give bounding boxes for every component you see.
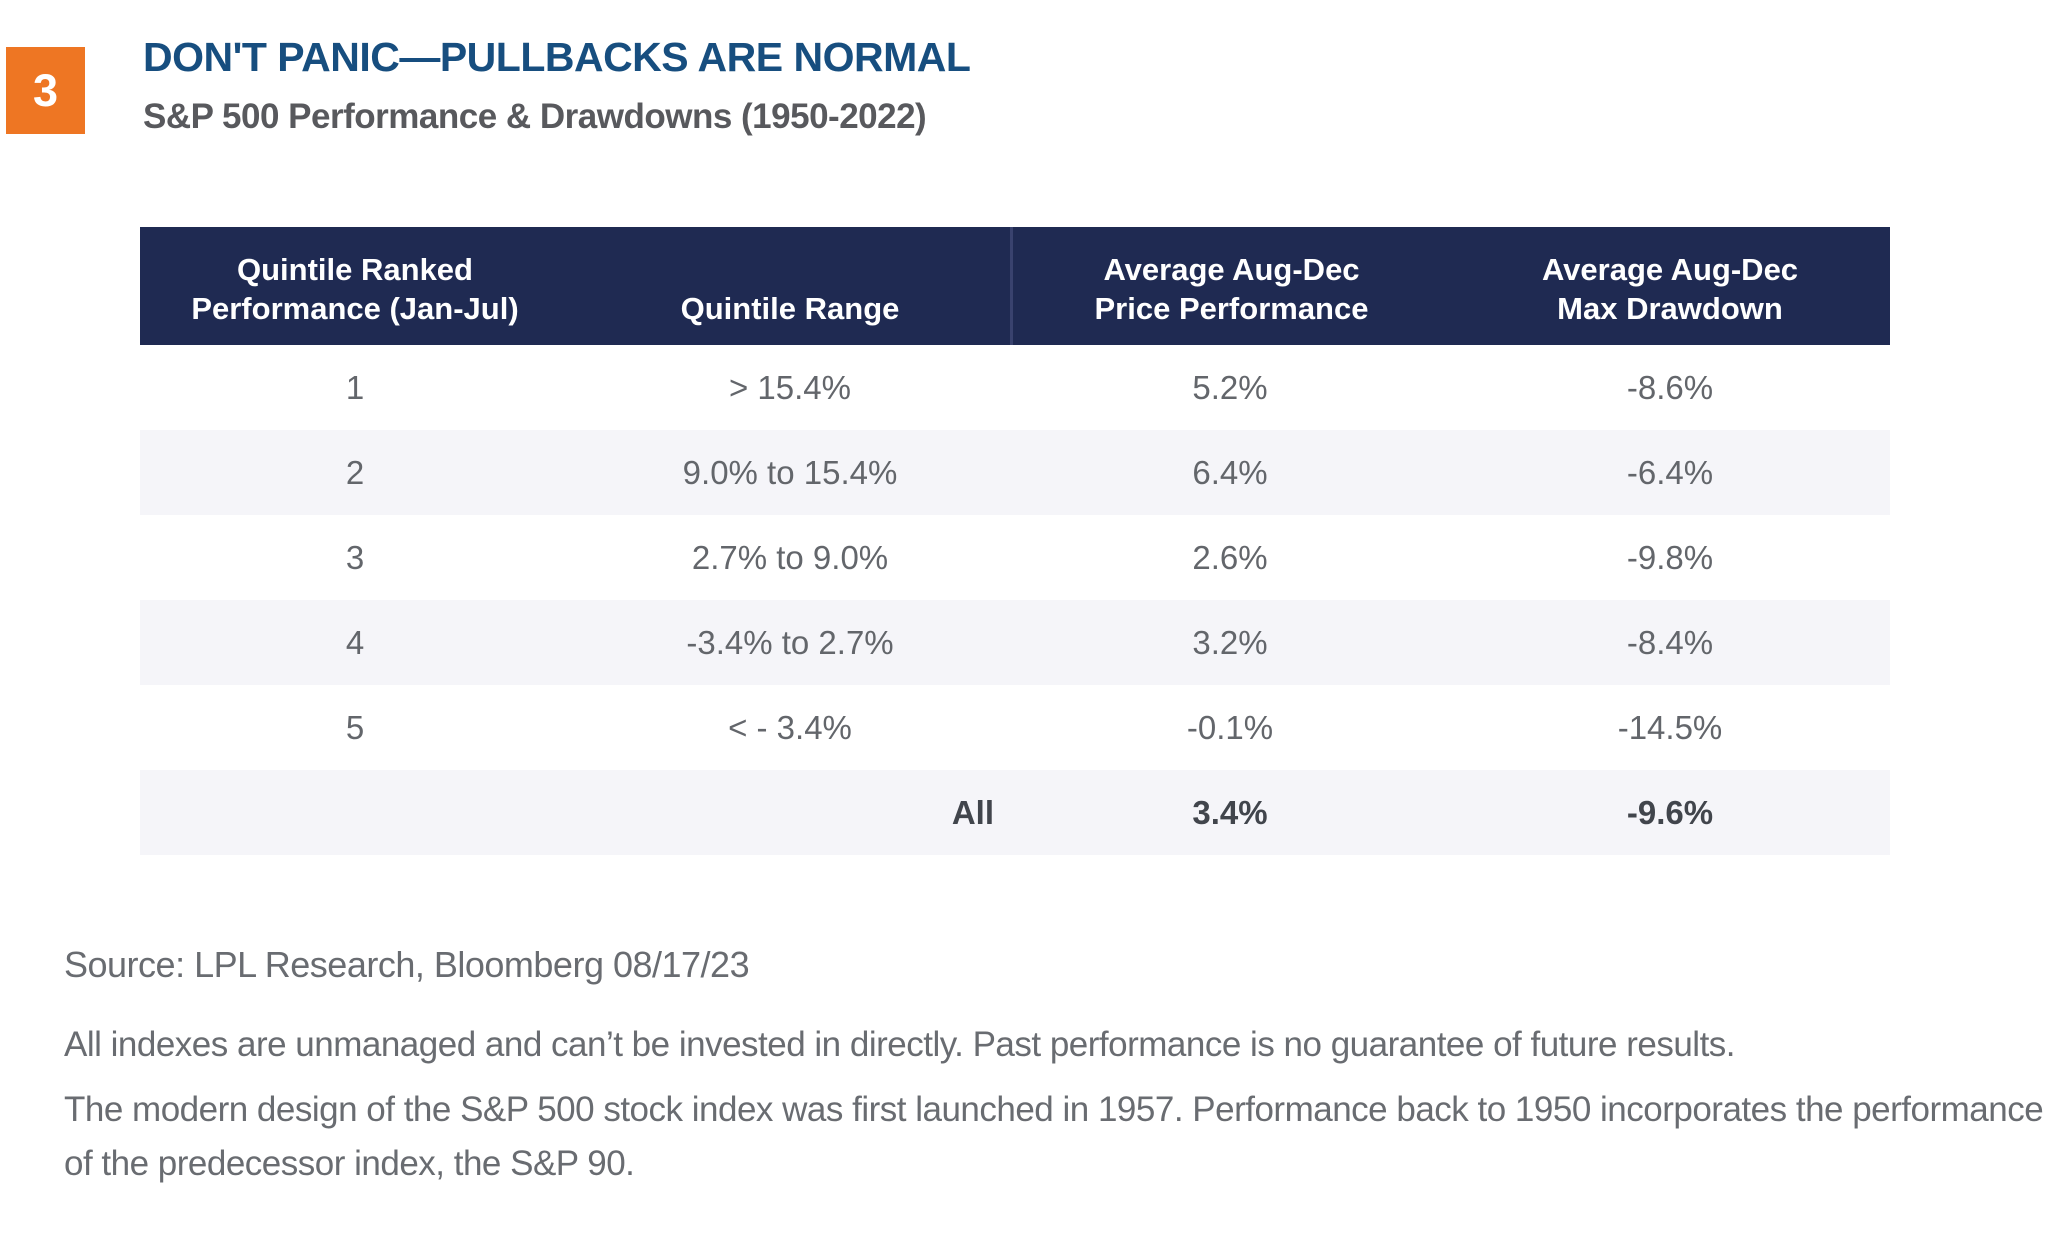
disclaimer: All indexes are unmanaged and can’t be i… (64, 1018, 2050, 1191)
table-row: 4 -3.4% to 2.7% 3.2% -8.4% (140, 600, 1890, 685)
header-line: Average Aug-Dec (1541, 252, 1799, 287)
cell-range: < - 3.4% (728, 708, 852, 746)
cell-range: > 15.4% (728, 368, 851, 406)
disclaimer-line-2: The modern design of the S&P 500 stock i… (64, 1090, 2044, 1183)
cell-range: 9.0% to 15.4% (682, 453, 898, 491)
header-cell-max-drawdown: Average Aug-Dec Max Drawdown (1450, 227, 1890, 345)
table-row: 5 < - 3.4% -0.1% -14.5% (140, 685, 1890, 770)
header-cell-price-performance: Average Aug-Dec Price Performance (1010, 227, 1450, 345)
header-cell-quintile-ranked: Quintile Ranked Performance (Jan-Jul) (140, 227, 570, 345)
table-header-row: Quintile Ranked Performance (Jan-Jul) Qu… (140, 227, 1890, 345)
cell-drawdown: -8.4% (1626, 623, 1714, 661)
cell-performance: -0.1% (1186, 708, 1274, 746)
header-line: Average Aug-Dec (1103, 252, 1360, 287)
cell-drawdown: -14.5% (1617, 708, 1723, 746)
cell-performance: 5.2% (1192, 368, 1268, 406)
cell-quintile: 1 (345, 368, 365, 406)
disclaimer-line-1: All indexes are unmanaged and can’t be i… (64, 1025, 1736, 1064)
header-line: Max Drawdown (1557, 291, 1783, 326)
table-row: 1 > 15.4% 5.2% -8.6% (140, 345, 1890, 430)
cell-quintile: 3 (345, 538, 365, 576)
header-line: Performance (Jan-Jul) (191, 291, 519, 326)
cell-drawdown: -6.4% (1626, 453, 1714, 491)
table-row: 2 9.0% to 15.4% 6.4% -6.4% (140, 430, 1890, 515)
page-title: DON'T PANIC—PULLBACKS ARE NORMAL (143, 34, 971, 80)
cell-quintile: 2 (345, 453, 365, 491)
header-line: Quintile Range (680, 291, 900, 326)
cell-performance: 6.4% (1192, 453, 1268, 491)
cell-drawdown: -9.6% (1626, 793, 1714, 831)
cell-performance: 2.6% (1192, 538, 1268, 576)
cell-quintile: 5 (345, 708, 365, 746)
page-subtitle: S&P 500 Performance & Drawdowns (1950-20… (143, 97, 927, 136)
cell-performance: 3.2% (1192, 623, 1268, 661)
source-note: Source: LPL Research, Bloomberg 08/17/23 (64, 944, 750, 985)
cell-range: -3.4% to 2.7% (686, 623, 894, 661)
cell-drawdown: -8.6% (1626, 368, 1714, 406)
table-row-total: All 3.4% -9.6% (140, 770, 1890, 855)
header-line: Price Performance (1094, 291, 1369, 326)
cell-range: All (951, 793, 994, 831)
section-number: 3 (32, 64, 59, 116)
header-cell-quintile-range: Quintile Range (570, 227, 1010, 345)
section-number-badge: 3 (6, 47, 85, 134)
cell-drawdown: -9.8% (1626, 538, 1714, 576)
cell-range: 2.7% to 9.0% (691, 538, 889, 576)
heading-block: DON'T PANIC—PULLBACKS ARE NORMAL S&P 500… (143, 34, 971, 137)
header-line: Quintile Ranked (237, 252, 473, 287)
cell-performance: 3.4% (1192, 793, 1268, 831)
cell-quintile: 4 (345, 623, 365, 661)
performance-table: Quintile Ranked Performance (Jan-Jul) Qu… (140, 227, 1890, 855)
table-row: 3 2.7% to 9.0% 2.6% -9.8% (140, 515, 1890, 600)
